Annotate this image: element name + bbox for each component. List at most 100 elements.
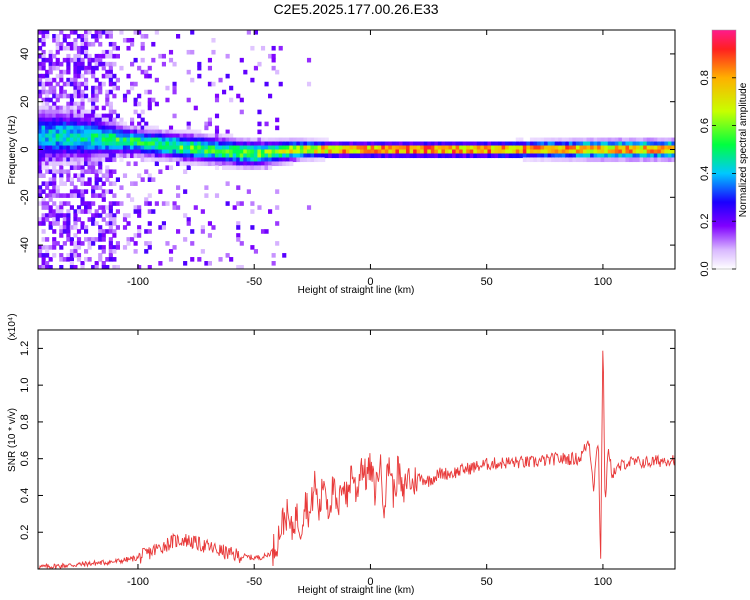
spectrogram-cell xyxy=(597,157,602,163)
spectrogram-cell xyxy=(154,137,159,143)
spectrogram-cell xyxy=(275,241,280,246)
spectrogram-cell xyxy=(66,117,71,123)
spectrogram-cell xyxy=(172,205,177,210)
spectrogram-cell xyxy=(66,233,71,238)
spectrogram-cell xyxy=(151,57,156,63)
spectrogram-cell xyxy=(105,69,110,75)
spectrogram-cell xyxy=(147,129,152,135)
spectrogram-cell xyxy=(568,141,573,147)
spectrogram-cell xyxy=(108,213,113,218)
spectrogram-cell xyxy=(257,109,262,115)
spectrogram-cell xyxy=(55,205,60,210)
spectrogram-cell xyxy=(246,145,251,151)
spectrogram-cell xyxy=(133,233,138,238)
snr-y-label: SNR (10 * v/v) xyxy=(7,408,18,472)
spectrogram-cell xyxy=(547,149,552,155)
spectrogram-cell xyxy=(87,65,92,71)
spectrogram-cell xyxy=(73,173,78,178)
spectrogram-cell xyxy=(229,157,234,163)
spectrogram-cell xyxy=(38,141,43,147)
spectrogram-cell xyxy=(45,149,50,155)
spectrogram-cell xyxy=(52,237,57,242)
spectrogram-cell xyxy=(165,133,170,139)
spectrogram-cell xyxy=(434,141,439,147)
spectrogram-cell xyxy=(423,145,428,151)
spectrogram-cell xyxy=(48,153,53,159)
figure-title: C2E5.2025.177.00.26.E33 xyxy=(273,1,438,17)
spectrogram-cell xyxy=(112,217,117,222)
spectrogram-cell xyxy=(278,45,283,51)
spectrogram-cell xyxy=(76,57,82,63)
spectrogram-cell xyxy=(618,141,623,147)
spectrogram-cell xyxy=(600,149,605,155)
spectrogram-cell xyxy=(321,145,326,151)
spectrogram-cell xyxy=(147,229,152,234)
spectrogram-cell xyxy=(105,137,110,143)
spectrogram-cell xyxy=(66,257,71,262)
spectrogram-cell xyxy=(38,61,43,67)
spectrogram-cell xyxy=(80,121,85,127)
spectrogram-cell xyxy=(52,109,57,115)
spectrogram-cell xyxy=(197,145,202,151)
spectrogram-cell xyxy=(126,37,131,43)
spectrogram-cell xyxy=(80,177,85,182)
spectrogram-y-tick-label: 40 xyxy=(19,48,31,60)
spectrogram-cell xyxy=(140,129,145,135)
spectrogram-cell xyxy=(80,45,85,51)
spectrogram-cell xyxy=(303,145,308,151)
spectrogram-cell xyxy=(154,129,159,135)
spectrogram-cell xyxy=(98,153,103,159)
spectrogram-cell xyxy=(172,153,177,159)
spectrogram-cell xyxy=(112,145,117,151)
spectrogram-cell xyxy=(66,229,71,234)
spectrogram-cell xyxy=(112,133,117,139)
spectrogram-cell xyxy=(151,129,156,135)
spectrogram-cell xyxy=(94,181,99,186)
spectrogram-cell xyxy=(501,145,506,151)
spectrogram-cell xyxy=(597,149,602,155)
spectrogram-cell xyxy=(48,81,53,87)
spectrogram-cell xyxy=(119,117,124,123)
spectrogram-cell xyxy=(80,173,85,178)
spectrogram-cell xyxy=(179,145,184,151)
spectrogram-cell xyxy=(76,217,82,222)
spectrogram-cell xyxy=(73,253,78,258)
spectrogram-cell xyxy=(232,161,237,167)
spectrogram-cell xyxy=(236,185,241,190)
spectrogram-cell xyxy=(306,81,312,87)
spectrogram-cell xyxy=(48,113,53,119)
spectrogram-cell xyxy=(250,45,255,51)
spectrogram-cell xyxy=(69,45,74,51)
spectrogram-cell xyxy=(87,153,92,159)
spectrogram-cell xyxy=(314,145,319,151)
spectrogram-cell xyxy=(501,153,506,159)
spectrogram-cell xyxy=(133,57,138,63)
spectrogram-cell xyxy=(667,153,673,159)
spectrogram-cell xyxy=(664,153,669,159)
spectrogram-cell xyxy=(218,77,223,83)
spectrogram-cell xyxy=(73,185,78,190)
spectrogram-cell xyxy=(225,181,230,186)
spectrogram-cell xyxy=(105,169,110,174)
spectrogram-cell xyxy=(73,165,78,171)
spectrogram-cell xyxy=(140,109,145,115)
spectrogram-cell xyxy=(84,37,89,43)
spectrogram-cell xyxy=(292,141,297,147)
spectrogram-cell xyxy=(618,157,623,163)
spectrogram-cell xyxy=(561,149,566,155)
spectrogram-cell xyxy=(636,141,641,147)
spectrogram-cell xyxy=(607,153,612,159)
spectrogram-cell xyxy=(621,149,627,155)
spectrogram-cell xyxy=(76,109,82,115)
spectrogram-cell xyxy=(38,125,43,131)
spectrogram-cell xyxy=(214,125,220,131)
spectrogram-cell xyxy=(48,149,53,155)
spectrogram-cell xyxy=(193,157,198,163)
spectrogram-cell xyxy=(363,145,368,151)
spectrogram-cell xyxy=(190,77,195,83)
spectrogram-x-tick-label: 0 xyxy=(367,276,373,288)
spectrogram-cell xyxy=(59,265,64,269)
spectrogram-cell xyxy=(144,125,149,131)
spectrogram-cell xyxy=(190,149,195,155)
spectrogram-cell xyxy=(158,141,163,147)
